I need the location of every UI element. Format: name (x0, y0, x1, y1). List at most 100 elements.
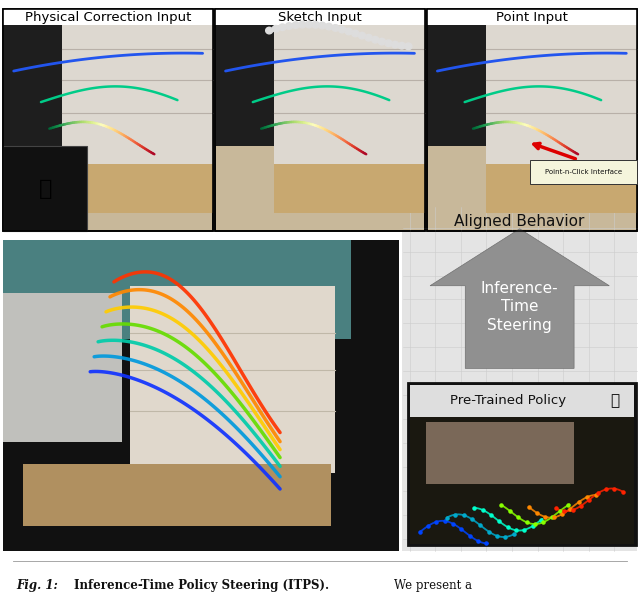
FancyBboxPatch shape (486, 13, 637, 168)
Point (527, 521, 538, 531)
Point (448, 519, 458, 528)
Point (456, 525, 467, 534)
Circle shape (392, 41, 399, 48)
FancyBboxPatch shape (408, 383, 636, 545)
Point (458, 510, 468, 520)
Point (431, 517, 442, 527)
Point (415, 527, 425, 537)
Circle shape (405, 43, 412, 50)
Circle shape (312, 22, 319, 28)
Point (509, 530, 519, 539)
Point (559, 506, 570, 516)
Circle shape (285, 23, 292, 29)
Point (568, 505, 578, 515)
FancyBboxPatch shape (426, 422, 574, 483)
Text: Point-n-Click Interface: Point-n-Click Interface (545, 169, 622, 175)
FancyBboxPatch shape (427, 9, 637, 146)
Circle shape (385, 40, 392, 47)
FancyBboxPatch shape (410, 385, 634, 418)
FancyBboxPatch shape (3, 9, 213, 146)
FancyBboxPatch shape (215, 9, 425, 231)
FancyBboxPatch shape (410, 418, 634, 544)
FancyBboxPatch shape (3, 240, 399, 551)
Circle shape (319, 22, 326, 29)
FancyBboxPatch shape (3, 146, 87, 231)
Point (576, 501, 586, 510)
FancyBboxPatch shape (215, 9, 425, 25)
Point (500, 532, 511, 541)
FancyBboxPatch shape (427, 9, 637, 231)
Point (563, 500, 573, 510)
Point (497, 500, 507, 510)
Text: Physical Correction Input: Physical Correction Input (25, 11, 191, 23)
Text: Inference-Time Policy Steering (ITPS).: Inference-Time Policy Steering (ITPS). (74, 579, 329, 592)
Circle shape (332, 25, 339, 31)
Circle shape (378, 38, 385, 45)
Point (538, 518, 548, 527)
Text: Point Input: Point Input (496, 11, 568, 23)
Circle shape (272, 26, 279, 32)
Point (502, 522, 513, 532)
Point (481, 539, 492, 548)
FancyBboxPatch shape (130, 286, 335, 473)
Point (477, 505, 488, 515)
Point (573, 497, 584, 507)
Circle shape (345, 28, 352, 35)
FancyBboxPatch shape (23, 464, 332, 526)
Point (618, 487, 628, 497)
Point (590, 490, 600, 500)
Circle shape (279, 24, 286, 31)
Circle shape (325, 23, 332, 30)
Text: We present a: We present a (394, 579, 472, 592)
Circle shape (266, 28, 273, 34)
FancyBboxPatch shape (427, 9, 637, 25)
Point (450, 510, 460, 519)
Point (513, 513, 524, 522)
Circle shape (299, 22, 306, 28)
Point (511, 525, 521, 535)
Point (522, 518, 532, 527)
Point (467, 515, 477, 524)
Text: Aligned Behavior: Aligned Behavior (454, 214, 585, 229)
Point (519, 525, 529, 535)
Point (593, 489, 603, 498)
Circle shape (305, 21, 312, 28)
Point (532, 508, 542, 518)
Point (536, 515, 546, 525)
Circle shape (339, 26, 346, 33)
Point (524, 502, 534, 512)
Point (465, 531, 475, 540)
FancyBboxPatch shape (62, 164, 213, 213)
FancyBboxPatch shape (62, 13, 213, 168)
Point (555, 506, 565, 516)
FancyBboxPatch shape (274, 13, 425, 168)
Circle shape (398, 43, 405, 49)
FancyBboxPatch shape (530, 160, 637, 184)
FancyBboxPatch shape (274, 164, 425, 213)
Circle shape (292, 22, 300, 28)
Point (476, 521, 486, 530)
Point (548, 513, 559, 522)
Point (547, 513, 557, 522)
Text: 👤: 👤 (38, 179, 52, 198)
Point (540, 512, 550, 522)
Point (473, 536, 483, 546)
Point (486, 510, 496, 520)
Point (484, 527, 494, 536)
Text: 🔒: 🔒 (611, 393, 620, 408)
Circle shape (352, 30, 359, 37)
Point (584, 495, 595, 504)
FancyBboxPatch shape (3, 292, 122, 442)
FancyBboxPatch shape (215, 9, 425, 146)
Point (442, 513, 452, 522)
FancyBboxPatch shape (402, 207, 637, 551)
Point (551, 504, 561, 513)
Circle shape (365, 34, 372, 41)
FancyBboxPatch shape (3, 240, 351, 339)
Polygon shape (430, 229, 609, 368)
FancyBboxPatch shape (3, 9, 213, 25)
Point (565, 504, 575, 513)
Point (530, 519, 540, 529)
Point (469, 503, 479, 513)
Text: Sketch Input: Sketch Input (278, 11, 362, 23)
